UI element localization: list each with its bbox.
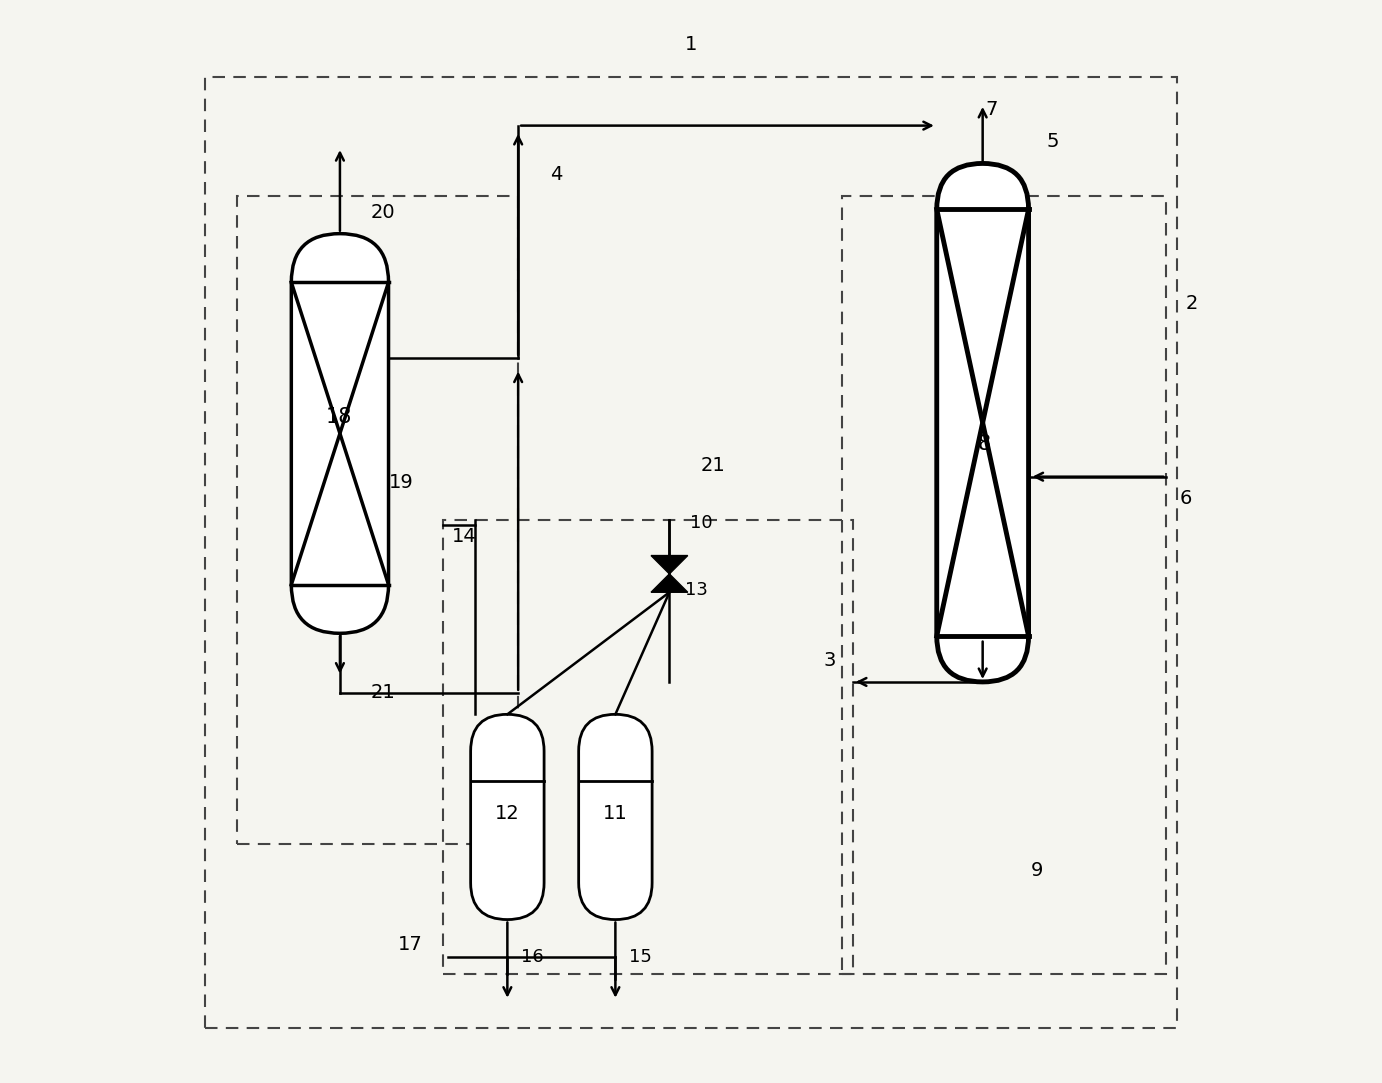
Text: 16: 16 bbox=[521, 949, 543, 966]
Bar bbox=[842, 196, 1166, 974]
FancyBboxPatch shape bbox=[937, 164, 1028, 682]
Text: 11: 11 bbox=[603, 805, 627, 823]
Text: 21: 21 bbox=[370, 683, 395, 702]
Bar bbox=[442, 520, 853, 974]
FancyBboxPatch shape bbox=[471, 715, 545, 919]
Bar bbox=[238, 196, 518, 844]
Text: 21: 21 bbox=[701, 456, 726, 475]
Text: 18: 18 bbox=[326, 407, 352, 428]
Text: 9: 9 bbox=[1031, 861, 1043, 880]
Text: 5: 5 bbox=[1046, 132, 1059, 152]
Text: 6: 6 bbox=[1180, 488, 1191, 508]
Text: 15: 15 bbox=[629, 949, 652, 966]
Text: 1: 1 bbox=[685, 35, 697, 54]
Text: 8: 8 bbox=[977, 434, 991, 454]
Text: 13: 13 bbox=[685, 582, 708, 599]
Text: 19: 19 bbox=[390, 472, 413, 492]
Bar bbox=[205, 77, 1177, 1028]
Text: 2: 2 bbox=[1186, 295, 1198, 313]
FancyBboxPatch shape bbox=[292, 234, 388, 634]
Text: 14: 14 bbox=[452, 526, 477, 546]
Text: 10: 10 bbox=[691, 514, 713, 532]
Text: 20: 20 bbox=[370, 203, 395, 222]
Text: 7: 7 bbox=[985, 100, 998, 119]
Text: 12: 12 bbox=[495, 805, 520, 823]
Text: 3: 3 bbox=[824, 651, 836, 669]
Polygon shape bbox=[651, 556, 688, 592]
Text: 4: 4 bbox=[550, 165, 562, 184]
FancyBboxPatch shape bbox=[579, 715, 652, 919]
Text: 17: 17 bbox=[398, 935, 423, 954]
